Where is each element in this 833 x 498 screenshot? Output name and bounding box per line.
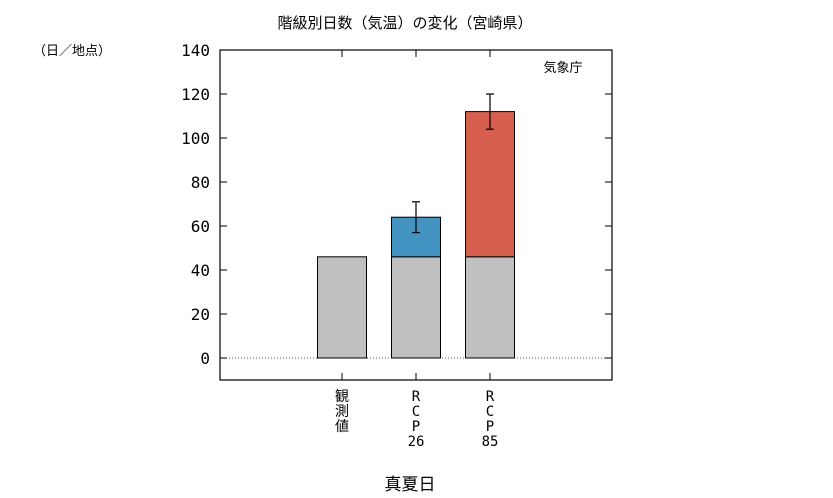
y-tick-label: 120	[181, 85, 210, 104]
x-tick-label: 観	[335, 388, 349, 405]
y-tick-label: 100	[181, 129, 210, 148]
bar-base-2	[465, 256, 515, 359]
x-tick-label: R	[412, 389, 421, 405]
x-tick-label: R	[486, 389, 495, 405]
x-tick-label: C	[486, 404, 494, 420]
y-tick-label: 140	[181, 41, 210, 60]
x-tick-label: 26	[408, 434, 425, 450]
chart-title: 階級別日数（気温）の変化（宮崎県）	[277, 14, 532, 32]
x-tick-label: 値	[335, 419, 349, 435]
source-label: 気象庁	[543, 60, 582, 76]
x-tick-label: 85	[482, 434, 499, 450]
y-tick-label: 20	[191, 305, 210, 324]
x-tick-label: 測	[335, 404, 349, 420]
y-axis-unit: （日／地点）	[33, 44, 111, 59]
y-tick-label: 80	[191, 173, 210, 192]
plot-frame	[219, 49, 613, 381]
y-tick-label: 0	[200, 349, 210, 368]
y-tick-label: 40	[191, 261, 210, 280]
x-tick-label: P	[486, 419, 494, 435]
x-axis-label: 真夏日	[385, 475, 436, 495]
bar-base-0	[317, 256, 367, 359]
bar-increase-2	[465, 111, 515, 258]
bar-base-1	[391, 256, 441, 359]
x-tick-label: C	[412, 404, 420, 420]
x-tick-label: P	[412, 419, 420, 435]
y-tick-label: 60	[191, 217, 210, 236]
